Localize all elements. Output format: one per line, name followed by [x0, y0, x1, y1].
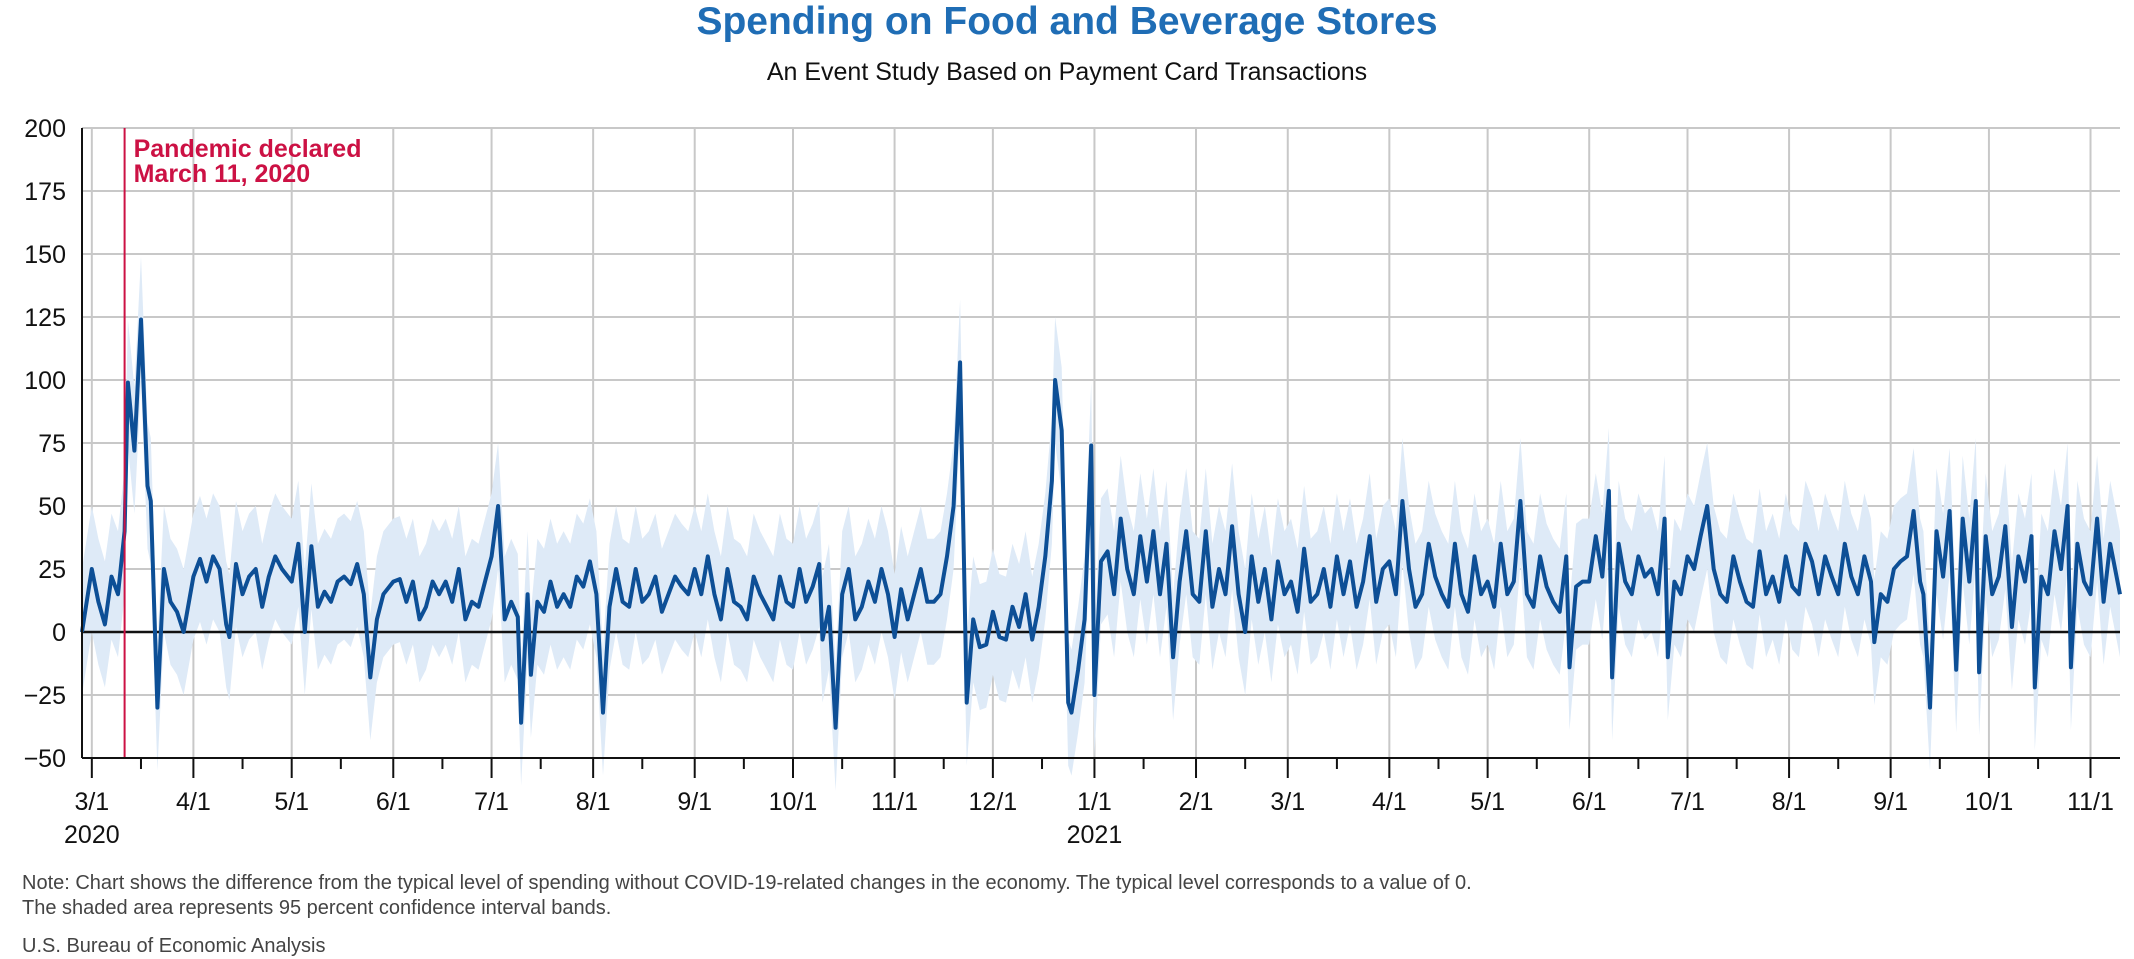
gridlines [82, 127, 2120, 759]
y-tick-label: 100 [24, 367, 66, 395]
x-year-label: 2020 [64, 821, 120, 849]
x-tick-label: 2/1 [1179, 788, 1214, 816]
x-tick-label: 5/1 [274, 788, 309, 816]
series-line-group [80, 317, 2122, 730]
y-tick-label: 125 [24, 304, 66, 332]
confidence-band [82, 256, 2120, 791]
chart-subtitle: An Event Study Based on Payment Card Tra… [766, 58, 1368, 86]
y-tick-label: 0 [52, 619, 66, 647]
x-tick-label: 8/1 [576, 788, 611, 816]
chart-note-line2: The shaded area represents 95 percent co… [22, 897, 612, 919]
x-tick-label: 9/1 [1873, 788, 1908, 816]
y-tick-label: −25 [24, 682, 66, 710]
x-tick-label: 8/1 [1772, 788, 1807, 816]
x-tick-label: 12/1 [969, 788, 1018, 816]
y-tick-label: 25 [38, 556, 66, 584]
x-tick-label: 11/1 [2067, 788, 2114, 816]
source-credit: U.S. Bureau of Economic Analysis [22, 935, 326, 957]
y-tick-label: 50 [38, 493, 66, 521]
y-tick-label: 75 [38, 430, 66, 458]
chart-note-line1: Note: Chart shows the difference from th… [22, 872, 1472, 894]
x-tick-label: 7/1 [474, 788, 509, 816]
x-year-label: 2021 [1067, 821, 1123, 849]
x-tick-label: 7/1 [1670, 788, 1705, 816]
y-tick-label: −50 [24, 745, 66, 773]
x-tick-label: 5/1 [1470, 788, 1505, 816]
x-tick-label: 1/1 [1077, 788, 1112, 816]
x-tick-label: 6/1 [1572, 788, 1607, 816]
axis-group: 200 175 150 125 100 75 50 25 0 −25 −50 3/1 2020 4/1 5/… [24, 115, 2120, 849]
pandemic-annotation-label: March 11, 2020 [134, 160, 311, 188]
x-tick-label: 10/1 [1965, 788, 2014, 816]
x-tick-label: 3/1 [1270, 788, 1305, 816]
series-line [80, 317, 2122, 730]
x-tick-label: 4/1 [1372, 788, 1407, 816]
y-tick-label: 150 [24, 241, 66, 269]
x-tick-label: 6/1 [376, 788, 411, 816]
y-tick-label: 175 [24, 178, 66, 206]
confidence-band-group [82, 256, 2120, 791]
pandemic-annotation-label: Pandemic declared [134, 135, 362, 163]
x-tick-label: 4/1 [176, 788, 211, 816]
x-tick-label: 3/1 [74, 788, 109, 816]
y-tick-label: 200 [24, 115, 66, 143]
x-tick-label: 10/1 [769, 788, 818, 816]
x-tick-label: 11/1 [871, 788, 918, 816]
x-tick-label: 9/1 [677, 788, 712, 816]
chart-title: Spending on Food and Beverage Stores [696, 0, 1438, 43]
